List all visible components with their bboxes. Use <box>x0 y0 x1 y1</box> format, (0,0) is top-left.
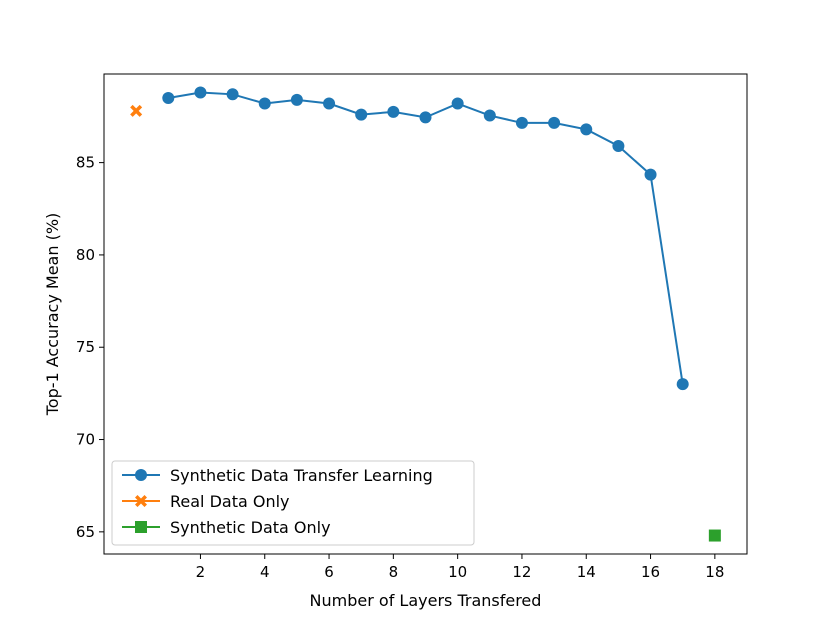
x-tick-label: 18 <box>705 563 724 581</box>
legend-label: Synthetic Data Only <box>170 518 331 537</box>
data-point-synthetic-data-transfer-learning <box>515 116 528 129</box>
y-tick-label: 65 <box>76 523 95 541</box>
x-tick-label: 12 <box>512 563 531 581</box>
legend-label: Synthetic Data Transfer Learning <box>170 466 433 485</box>
data-point-synthetic-data-transfer-learning <box>194 86 207 99</box>
y-tick-label: 85 <box>76 154 95 172</box>
plot-frame <box>103 73 748 555</box>
data-point-synthetic-data-transfer-learning <box>162 92 175 104</box>
data-point-synthetic-data-transfer-learning <box>419 111 432 124</box>
x-tick-label: 2 <box>196 563 206 581</box>
data-point-synthetic-data-transfer-learning <box>644 168 657 181</box>
series-layer <box>130 86 721 542</box>
data-point-synthetic-data-transfer-learning <box>580 123 593 136</box>
data-point-synthetic-data-transfer-learning <box>290 93 303 106</box>
data-point-synthetic-data-transfer-learning <box>226 88 239 101</box>
x-tick-label: 16 <box>641 563 660 581</box>
data-point-synthetic-data-only <box>708 529 721 542</box>
y-tick-label: 75 <box>76 338 95 356</box>
series-line-synthetic-data-transfer-learning <box>168 91 684 385</box>
y-axis-label: Top-1 Accuracy Mean (%) <box>43 213 62 417</box>
data-point-synthetic-data-transfer-learning <box>483 109 496 122</box>
x-tick-label: 14 <box>577 563 596 581</box>
data-point-synthetic-data-transfer-learning <box>451 97 464 110</box>
y-tick-label: 70 <box>76 431 95 449</box>
legend-label: Real Data Only <box>170 492 290 511</box>
data-point-synthetic-data-transfer-learning <box>387 105 400 118</box>
legend-marker <box>135 521 147 533</box>
data-point-synthetic-data-transfer-learning <box>612 140 625 152</box>
data-point-synthetic-data-transfer-learning <box>676 378 689 391</box>
x-axis-label: Number of Layers Transfered <box>310 591 542 610</box>
axes-ticks: 2 4 6 8 10 12 14 16 18 65 70 75 80 85 <box>76 154 724 581</box>
legend-marker <box>135 495 147 507</box>
data-point-synthetic-data-transfer-learning <box>355 108 368 121</box>
x-tick-label: 10 <box>448 563 467 581</box>
x-tick-label: 4 <box>260 563 270 581</box>
x-tick-label: 8 <box>389 563 399 581</box>
data-point-synthetic-data-transfer-learning <box>548 116 561 129</box>
legend-marker <box>135 469 147 481</box>
data-point-real-data-only <box>130 104 143 117</box>
y-tick-label: 80 <box>76 246 95 264</box>
data-point-synthetic-data-transfer-learning <box>323 97 336 110</box>
x-tick-label: 6 <box>324 563 334 581</box>
data-point-synthetic-data-transfer-learning <box>258 97 271 110</box>
legend-box <box>111 460 475 546</box>
legend: Synthetic Data Transfer Learning Real Dat… <box>111 460 475 546</box>
